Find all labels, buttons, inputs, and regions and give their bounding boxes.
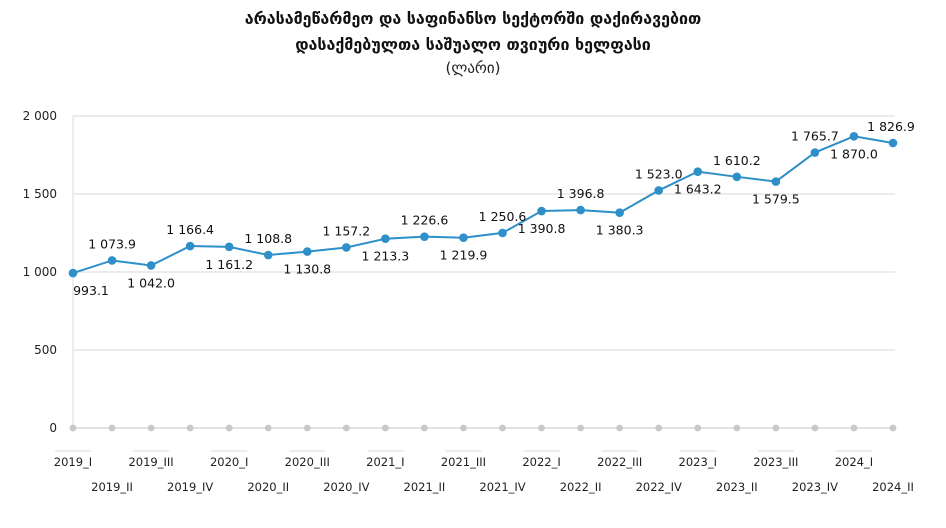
x-tick-label: 2023_I — [679, 455, 717, 469]
x-tick-label: 2022_IV — [636, 480, 682, 494]
data-label: 1 523.0 — [635, 166, 683, 181]
data-point — [576, 205, 585, 215]
data-label: 1 213.3 — [362, 249, 410, 264]
axis-marker-dot — [186, 424, 194, 432]
data-point — [537, 206, 546, 216]
axis-marker-dot — [811, 424, 819, 432]
data-point — [615, 208, 624, 217]
axis-marker-dot — [147, 424, 155, 432]
data-point — [224, 242, 234, 252]
x-tick-label: 2023_IV — [792, 480, 838, 494]
data-point — [849, 131, 859, 141]
data-label: 1 870.0 — [830, 146, 878, 161]
x-tick-label: 2021_IV — [479, 480, 525, 494]
x-tick-label: 2023_III — [753, 455, 798, 469]
axis-marker-dot — [538, 424, 545, 432]
axis-marker-dot — [381, 424, 389, 432]
data-point — [420, 232, 429, 241]
data-point — [771, 177, 781, 186]
data-label: 1 380.3 — [596, 223, 644, 238]
data-label: 1 396.8 — [557, 186, 605, 201]
data-label: 1 390.8 — [518, 221, 566, 236]
data-point — [654, 186, 664, 195]
x-tick-label: 2024_I — [835, 455, 873, 469]
axis-marker-dot — [460, 424, 467, 432]
data-label: 1 219.9 — [440, 248, 488, 263]
y-tick-label: 1 000 — [23, 265, 57, 279]
x-tick-label: 2021_I — [366, 455, 404, 469]
y-tick-label: 500 — [34, 343, 57, 357]
series-line — [72, 135, 894, 275]
data-point — [498, 228, 507, 238]
data-point — [693, 167, 703, 176]
axis-marker-dot — [69, 424, 77, 432]
data-label: 1 579.5 — [752, 192, 800, 207]
chart-title-line2: დასაქმებულთა საშუალო თვიური ხელფასი — [295, 35, 651, 54]
data-point — [263, 250, 273, 260]
axis-marker-dot — [616, 424, 624, 432]
data-label: 1 130.8 — [283, 262, 331, 277]
chart-title: არასამეწარმეო და საფინანსო სექტორში დაქი… — [0, 6, 946, 58]
x-tick-label: 2023_II — [716, 480, 758, 494]
x-tick-label: 2021_II — [404, 480, 446, 494]
data-label: 1 166.4 — [166, 222, 214, 237]
data-label: 1 250.6 — [479, 209, 527, 224]
x-tick-label: 2019_II — [91, 480, 133, 494]
y-tick-label: 2 000 — [23, 109, 57, 123]
data-label: 1 108.8 — [244, 231, 292, 246]
data-point — [888, 138, 898, 148]
data-point — [732, 172, 742, 182]
axis-marker-dot — [850, 424, 858, 432]
data-label: 1 643.2 — [674, 182, 722, 197]
axis-marker-dot — [694, 424, 702, 432]
data-label: 1 073.9 — [88, 236, 136, 251]
y-tick-label: 1 500 — [23, 187, 57, 201]
x-tick-label: 2020_I — [210, 455, 248, 469]
data-point — [146, 261, 156, 270]
x-tick-label: 2022_III — [597, 455, 642, 469]
axis-marker-dot — [655, 424, 663, 432]
x-tick-label: 2020_IV — [323, 480, 369, 494]
axis-marker-dot — [264, 424, 272, 432]
data-label: 1 161.2 — [205, 257, 253, 272]
data-point — [342, 243, 351, 252]
data-label: 1 765.7 — [791, 129, 839, 144]
x-tick-label: 2022_II — [560, 480, 602, 494]
data-label: 1 610.2 — [713, 153, 761, 168]
axis-marker-dot — [577, 424, 585, 432]
axis-marker-dot — [889, 424, 897, 432]
x-tick-label: 2022_I — [522, 455, 560, 469]
x-tick-label: 2020_III — [285, 455, 330, 469]
axis-marker-dot — [303, 424, 311, 432]
axis-marker-dot — [499, 424, 506, 432]
x-tick-label: 2019_I — [54, 455, 92, 469]
x-tick-label: 2024_II — [872, 480, 914, 494]
data-point — [68, 268, 78, 278]
chart-unit-label: (ლარი) — [445, 59, 501, 77]
data-point — [302, 247, 312, 256]
x-tick-label: 2020_II — [247, 480, 289, 494]
data-point — [459, 233, 468, 242]
data-label: 1 157.2 — [322, 223, 370, 238]
axis-marker-dot — [342, 424, 350, 432]
data-point — [810, 148, 820, 157]
axis-marker-dot — [733, 424, 741, 432]
axis-marker-dot — [225, 424, 233, 432]
x-tick-label: 2019_III — [128, 455, 173, 469]
x-tick-label: 2021_III — [441, 455, 486, 469]
data-point — [185, 241, 195, 251]
data-point — [107, 256, 117, 265]
x-tick-label: 2019_IV — [167, 480, 213, 494]
axis-marker-dot — [421, 424, 428, 432]
data-label: 1 826.9 — [867, 119, 915, 134]
data-label: 1 042.0 — [127, 275, 175, 290]
axis-marker-dot — [772, 424, 780, 432]
data-label: 1 226.6 — [401, 213, 449, 228]
data-point — [381, 234, 390, 244]
data-label: 993.1 — [73, 283, 109, 298]
y-tick-label: 0 — [49, 421, 57, 435]
axis-marker-dot — [108, 424, 116, 432]
chart-title-line1: არასამეწარმეო და საფინანსო სექტორში დაქი… — [244, 9, 702, 28]
